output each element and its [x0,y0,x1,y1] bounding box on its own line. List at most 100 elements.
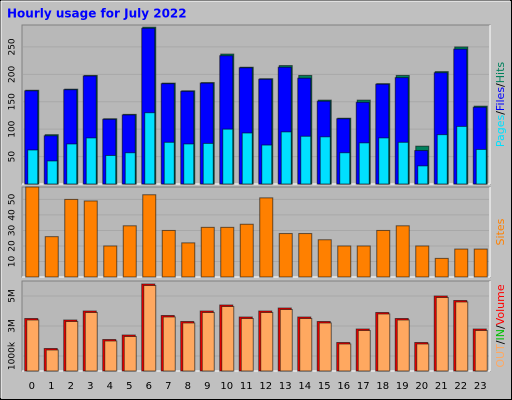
plot-area [21,24,491,185]
bar [338,343,352,372]
legend-separator: / [494,83,507,87]
bar [261,144,273,185]
x-tick-label: 0 [29,381,35,392]
bar [317,239,332,278]
y-tick-label: 40 [8,209,18,221]
bar [358,142,370,185]
bar [241,132,253,185]
y-tick-label: 100 [8,120,18,137]
bar [83,200,98,278]
x-tick-label: 15 [318,381,331,392]
bar [181,242,196,278]
legend-entry: Hits [494,62,507,84]
bar [259,197,274,278]
bar [378,137,390,185]
x-tick-label: 4 [107,381,113,392]
bar [27,149,39,185]
bar [415,245,430,278]
y-tick-label: 200 [8,65,18,82]
bar [337,245,352,278]
bar [26,319,40,372]
x-tick-label: 23 [474,381,487,392]
legend-separator: / [494,340,507,344]
bar [356,245,371,278]
x-tick-label: 7 [165,381,171,392]
x-tick-label: 3 [87,381,93,392]
bar [144,112,156,185]
bar [45,349,59,372]
x-tick-label: 14 [298,381,311,392]
bar [25,186,40,278]
bar [376,229,391,278]
legend-entry: IN [494,329,507,340]
x-tick-label: 19 [396,381,409,392]
bar [436,134,448,185]
y-tick-label: 3M [8,319,18,333]
bar [46,160,58,185]
bar [319,136,331,185]
bar [65,321,79,372]
bar [455,301,469,372]
x-tick-label: 18 [376,381,389,392]
bar [377,313,391,372]
bar [124,152,136,185]
bar [239,223,254,278]
x-tick-label: 21 [435,381,448,392]
legend: Pages/Files/Hits [494,62,507,148]
bar [162,316,176,372]
bar [163,141,175,185]
chart-title: Hourly usage for July 2022 [7,7,187,21]
legend-entry: Sites [494,218,507,245]
bar [299,318,313,372]
bar [435,297,449,372]
x-tick-label: 17 [357,381,370,392]
bar [397,141,409,185]
x-tick-label: 10 [220,381,233,392]
bar [280,131,292,185]
bar [416,343,430,372]
x-tick-label: 12 [259,381,272,392]
bar [240,318,254,372]
y-tick-label: 5M [8,289,18,303]
x-tick-label: 6 [146,381,152,392]
plot-area [21,186,491,278]
legend-entry: Volume [494,284,507,325]
bar [84,312,98,372]
bar [221,306,235,372]
y-tick-label: 30 [8,224,18,236]
x-tick-label: 22 [454,381,467,392]
legend-separator: / [494,325,507,329]
bar [201,312,215,372]
bar [339,152,351,185]
bar [260,312,274,372]
bar [279,309,293,372]
bar [473,248,488,278]
x-tick-label: 11 [240,381,253,392]
bar [66,143,78,185]
bar [105,154,117,185]
bar [85,137,97,185]
legend-separator: / [494,111,507,115]
y-tick-label: 250 [8,38,18,55]
bar [222,128,234,185]
bar [474,330,488,372]
bar [475,148,487,185]
x-tick-label: 20 [415,381,428,392]
bar [161,229,176,278]
bar [142,194,157,278]
x-tick-label: 9 [204,381,210,392]
bar [454,248,469,278]
legend-entry: Files [494,87,507,111]
x-tick-label: 1 [48,381,54,392]
x-tick-label: 13 [279,381,292,392]
x-tick-label: 2 [68,381,74,392]
bar [104,340,118,372]
x-tick-label: 16 [337,381,350,392]
legend: OUT/IN/Volume [494,284,507,368]
y-tick-label: 50 [8,193,18,205]
bar [357,330,371,372]
bar [220,226,235,278]
y-tick-label: 10 [8,255,18,267]
bar [182,322,196,372]
